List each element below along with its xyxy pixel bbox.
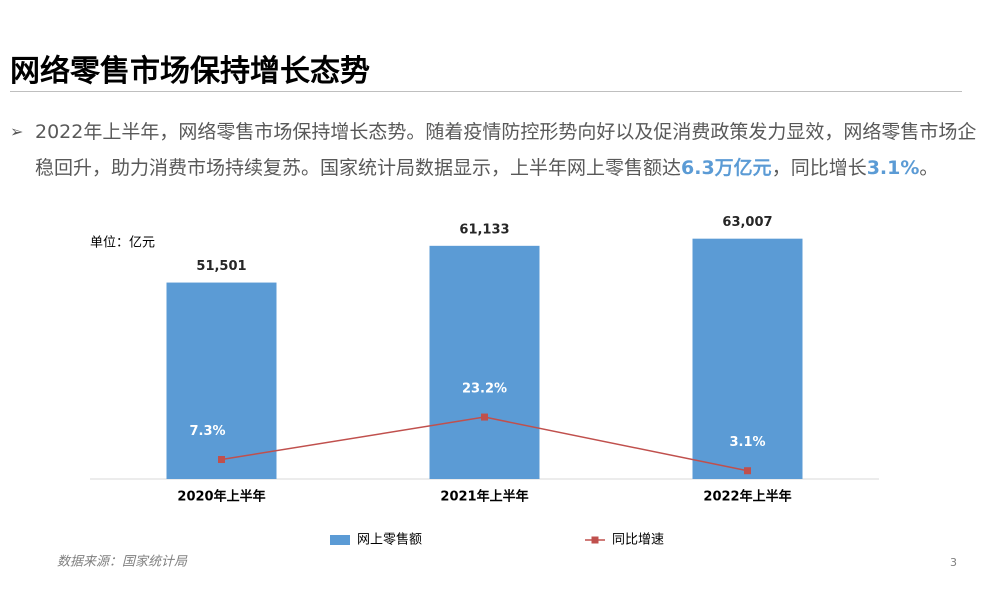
title-rule [10, 91, 962, 92]
highlight-text: 3.1% [866, 157, 920, 179]
bar-value-label: 51,501 [196, 259, 246, 274]
line-value-label: 3.1% [729, 435, 765, 450]
page-number: 3 [950, 556, 957, 569]
legend-label: 网上零售额 [357, 532, 422, 548]
x-tick-label: 2022年上半年 [703, 489, 791, 505]
bullet: ➢ [10, 122, 24, 141]
highlight-text: 6.3万亿元 [681, 157, 772, 179]
bar [166, 282, 277, 479]
paragraph: 2022年上半年，网络零售市场保持增长态势。随着疫情防控形势向好以及促消费政策发… [35, 114, 980, 186]
paragraph-text: 。 [919, 157, 939, 179]
bar-value-label: 61,133 [459, 222, 509, 237]
line-value-label: 7.3% [189, 424, 225, 439]
line-marker [218, 456, 225, 464]
source: 数据来源：国家统计局 [57, 554, 188, 570]
paragraph-text: ，同比增长 [771, 157, 867, 179]
paragraph-text: 2022年上半年，网络零售市场保持增长态势。随着疫情防控形势向好以及促消费政策发… [35, 121, 977, 179]
line-marker [481, 413, 488, 421]
x-tick-label: 2021年上半年 [440, 489, 528, 505]
bar-value-label: 63,007 [722, 215, 772, 230]
slide-title: 网络零售市场保持增长态势 [10, 54, 370, 89]
bar [429, 245, 540, 479]
legend-label: 同比增速 [612, 533, 664, 548]
legend-swatch [591, 536, 599, 544]
line-value-label: 23.2% [462, 382, 507, 397]
unit-label: 单位：亿元 [90, 236, 155, 251]
legend-swatch [330, 535, 350, 545]
line-marker [744, 467, 751, 475]
x-tick-label: 2020年上半年 [177, 489, 265, 505]
bar [692, 238, 803, 479]
